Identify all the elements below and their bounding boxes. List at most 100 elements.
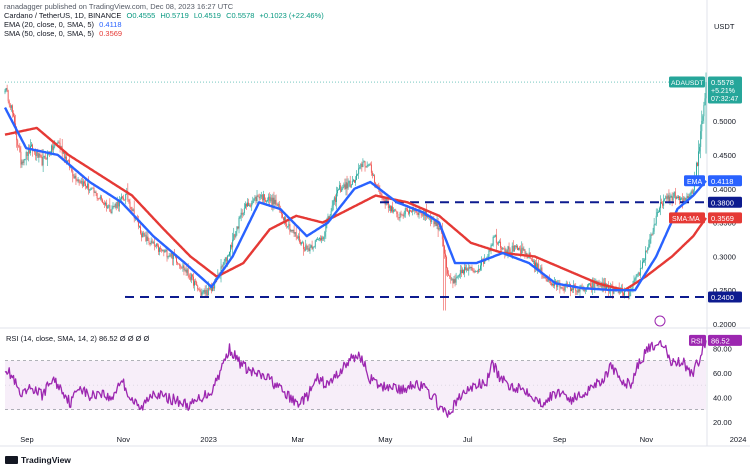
candle-body <box>680 198 682 201</box>
candle-body <box>273 197 275 204</box>
candle-body <box>259 196 261 199</box>
candle-body <box>65 156 67 163</box>
candle-body <box>467 268 469 271</box>
candle-body <box>570 284 571 292</box>
candle-body <box>182 265 184 268</box>
candle-body <box>290 230 292 232</box>
candle-body <box>347 183 349 189</box>
candle-body <box>564 284 566 291</box>
candle-body <box>457 276 459 278</box>
candle-body <box>98 198 100 200</box>
candle-body <box>276 204 278 206</box>
candle-body <box>286 223 288 227</box>
last-price-value: 0.5578 <box>711 78 734 87</box>
candle-body <box>351 180 353 185</box>
candle-body <box>250 205 252 207</box>
candle-body <box>393 209 395 212</box>
candle-body <box>466 268 468 271</box>
candle-body <box>647 248 649 251</box>
candle-body <box>280 210 282 214</box>
candle-body <box>541 267 543 275</box>
candle-body <box>629 292 631 297</box>
candle-body <box>638 272 640 276</box>
candle-body <box>230 245 231 252</box>
candle-body <box>265 200 266 202</box>
candle-body <box>395 209 397 212</box>
candle-body <box>401 214 403 216</box>
candle-body <box>430 216 432 223</box>
candle-body <box>407 211 409 214</box>
ema-legend[interactable]: EMA (20, close, 0, SMA, 5) 0.4118 <box>4 20 125 29</box>
candle-body <box>345 182 347 189</box>
candle-body <box>402 215 404 217</box>
candle-body <box>85 183 86 186</box>
sma-legend[interactable]: SMA (50, close, 0, SMA, 5) 0.3569 <box>4 29 125 38</box>
tradingview-logo[interactable]: TradingView <box>5 455 71 465</box>
candle-body <box>224 257 226 262</box>
support-tag-value: 0.2400 <box>711 293 734 302</box>
candle-body <box>321 237 323 241</box>
candle-body <box>671 195 673 201</box>
candle-body <box>544 276 546 278</box>
candle-body <box>45 158 47 160</box>
candle-body <box>394 209 396 211</box>
candle-body <box>594 281 596 288</box>
candle-body <box>243 208 245 214</box>
candle-body <box>483 260 485 264</box>
candle-body <box>555 280 557 282</box>
candle-body <box>549 280 551 284</box>
symbol-title[interactable]: Cardano / TetherUS, 1D, BINANCE <box>4 11 122 20</box>
candle-body <box>260 194 262 197</box>
candle-body <box>133 209 135 219</box>
candle-body <box>64 156 66 159</box>
candle-body <box>645 250 647 260</box>
price-tick-label: 0.2500 <box>713 286 736 295</box>
time-tick-label: Sep <box>20 435 33 444</box>
candle-body <box>89 189 91 191</box>
candle-body <box>54 143 56 147</box>
candle-body <box>608 286 610 292</box>
candle-body <box>507 246 509 253</box>
candle-body <box>111 208 113 213</box>
candle-body <box>239 216 241 218</box>
candle-body <box>94 192 96 193</box>
candle-body <box>304 249 306 251</box>
candle-body <box>295 232 297 237</box>
candle-body <box>77 179 79 181</box>
candle-body <box>166 249 168 258</box>
candle-body <box>355 179 356 183</box>
candle-body <box>155 244 157 246</box>
candle-body <box>63 152 65 159</box>
ema20-line <box>3 107 707 292</box>
candle-body <box>471 267 473 271</box>
candle-body <box>592 282 594 289</box>
candle-body <box>389 205 391 212</box>
candle-body <box>459 269 461 275</box>
candle-body <box>392 206 394 212</box>
price-tick-label: 0.5000 <box>713 117 736 126</box>
candle-body <box>153 241 155 246</box>
candle-body <box>469 266 471 268</box>
candle-body <box>362 161 364 168</box>
candle-body <box>154 245 156 247</box>
candle-body <box>416 212 418 214</box>
candle-body <box>172 252 174 259</box>
candle-body <box>520 249 522 254</box>
candle-body <box>235 231 237 237</box>
candle-body <box>145 234 147 242</box>
candle-body <box>477 269 479 272</box>
candle-body <box>495 234 497 243</box>
candle-body <box>405 208 407 210</box>
candle-body <box>312 246 314 249</box>
candle-body <box>21 161 23 165</box>
candle-body <box>337 190 338 194</box>
candle-body <box>107 206 109 208</box>
candle-body <box>113 206 115 207</box>
candle-body <box>202 291 204 293</box>
candle-body <box>121 196 122 200</box>
candle-body <box>251 202 253 207</box>
candle-body <box>628 289 630 297</box>
ema-tag-value: 0.4118 <box>711 177 733 186</box>
candle-body <box>195 281 197 283</box>
candle-body <box>344 184 346 189</box>
